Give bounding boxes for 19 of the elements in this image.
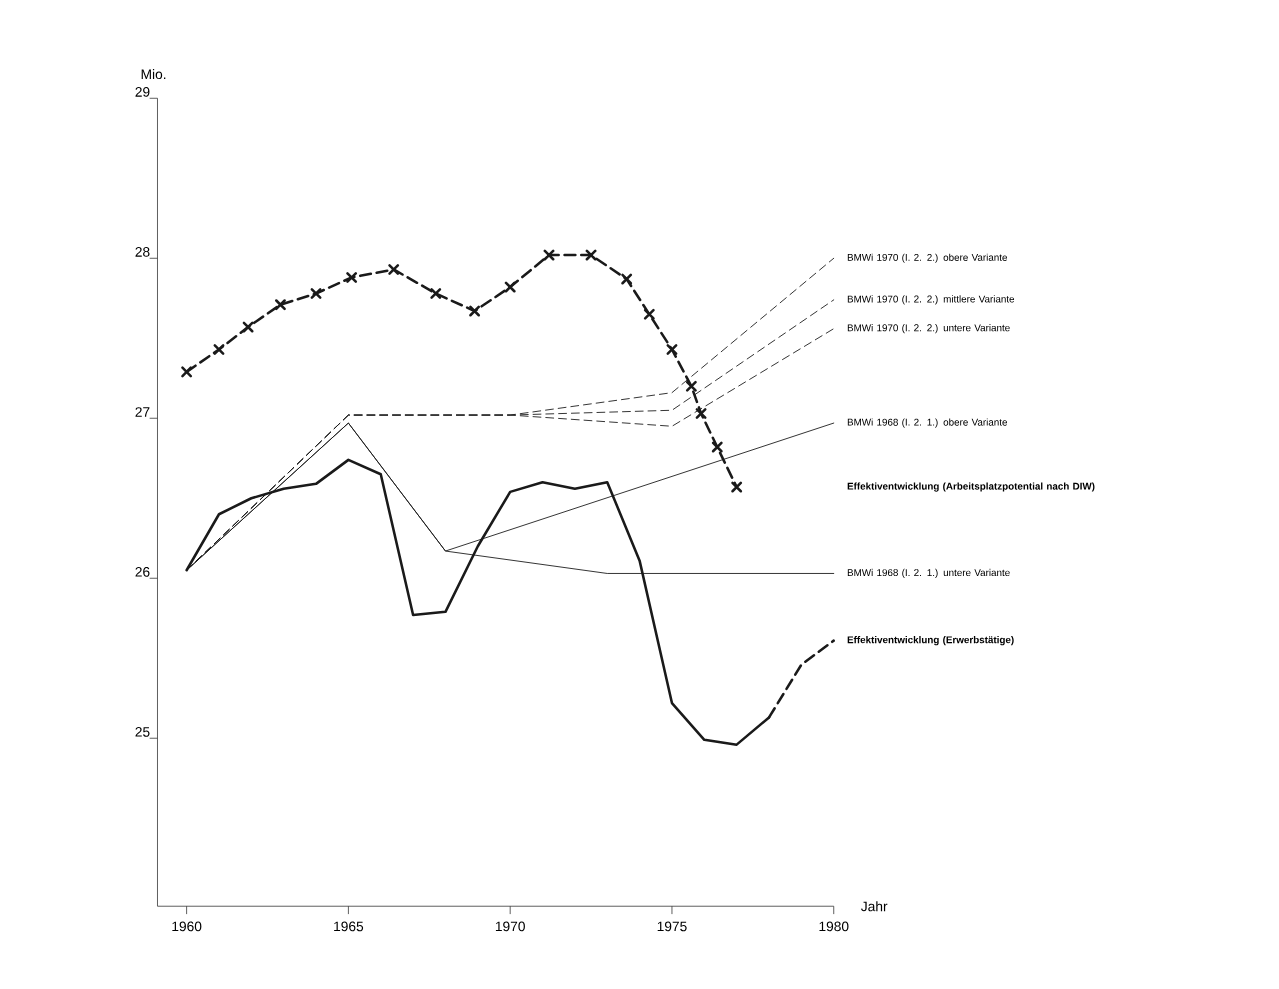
- series-label: BMWi 1970 (I. 2. 2.) mittlere Variante: [847, 295, 1015, 305]
- y-axis-title: Mio.: [141, 69, 166, 80]
- x-axis-title: Jahr: [861, 901, 888, 912]
- text: Effektiventwicklung (Arbeitsplatzpotential nach DIW): [847, 482, 1095, 492]
- y-tick-label: 27: [135, 407, 150, 417]
- y-tick-label: 29: [135, 87, 150, 97]
- series-label: BMWi 1968 (I. 2. 1.) untere Variante: [847, 568, 1010, 579]
- x-tick-label: 1980: [819, 921, 849, 932]
- series-label: BMWi 1970 (I. 2. 2.) untere Variante: [847, 324, 1010, 334]
- series-label: Effektiventwicklung (Erwerbstätige): [847, 636, 1014, 646]
- y-tick-label: 25: [135, 727, 150, 737]
- x-tick-label: 1960: [172, 921, 202, 932]
- x-tick-label: 1975: [657, 921, 687, 932]
- x-tick-label: 1970: [495, 921, 525, 932]
- series-label: BMWi 1968 (I. 2. 1.) obere Variante: [847, 418, 1008, 428]
- y-tick-label: 28: [135, 247, 150, 257]
- y-tick-label: 26: [135, 567, 150, 577]
- series-label: BMWi 1970 (I. 2. 2.) obere Variante: [847, 253, 1008, 263]
- x-tick-label: 1965: [334, 921, 364, 932]
